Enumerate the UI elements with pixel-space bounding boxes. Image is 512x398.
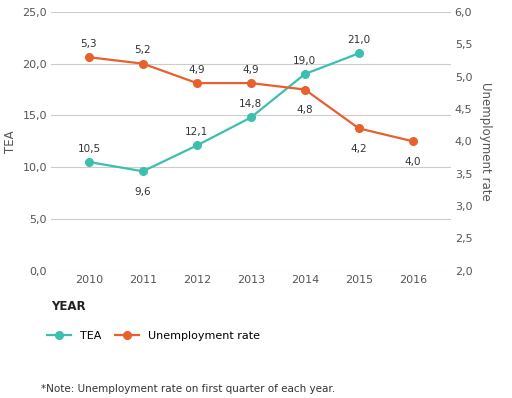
Text: 4,9: 4,9 — [188, 65, 205, 75]
Line: TEA: TEA — [85, 49, 362, 175]
Text: 10,5: 10,5 — [77, 144, 100, 154]
Text: 21,0: 21,0 — [347, 35, 370, 45]
TEA — [302, 72, 308, 76]
Text: 4,8: 4,8 — [296, 105, 313, 115]
TEA — [248, 115, 254, 120]
Text: 5,3: 5,3 — [81, 39, 97, 49]
Text: 4,2: 4,2 — [351, 144, 367, 154]
Text: 4,0: 4,0 — [404, 156, 421, 167]
TEA — [356, 51, 362, 56]
Unemployment rate — [302, 87, 308, 92]
Unemployment rate — [140, 61, 146, 66]
Unemployment rate — [410, 139, 416, 144]
Y-axis label: TEA: TEA — [4, 130, 17, 152]
Unemployment rate — [356, 126, 362, 131]
Text: 19,0: 19,0 — [293, 56, 316, 66]
Unemployment rate — [86, 55, 92, 60]
TEA — [86, 160, 92, 164]
Text: 12,1: 12,1 — [185, 127, 208, 137]
Text: YEAR: YEAR — [51, 300, 86, 314]
Legend: TEA, Unemployment rate: TEA, Unemployment rate — [47, 331, 260, 341]
Line: Unemployment rate: Unemployment rate — [85, 53, 417, 145]
Y-axis label: Unemployment rate: Unemployment rate — [479, 82, 492, 201]
Unemployment rate — [194, 81, 200, 86]
Text: 9,6: 9,6 — [135, 187, 151, 197]
TEA — [140, 169, 146, 174]
Text: 5,2: 5,2 — [135, 45, 151, 55]
TEA — [194, 143, 200, 148]
Text: *Note: Unemployment rate on first quarter of each year.: *Note: Unemployment rate on first quarte… — [41, 384, 335, 394]
Text: 14,8: 14,8 — [239, 99, 263, 109]
Text: 4,9: 4,9 — [243, 65, 259, 75]
Unemployment rate — [248, 81, 254, 86]
